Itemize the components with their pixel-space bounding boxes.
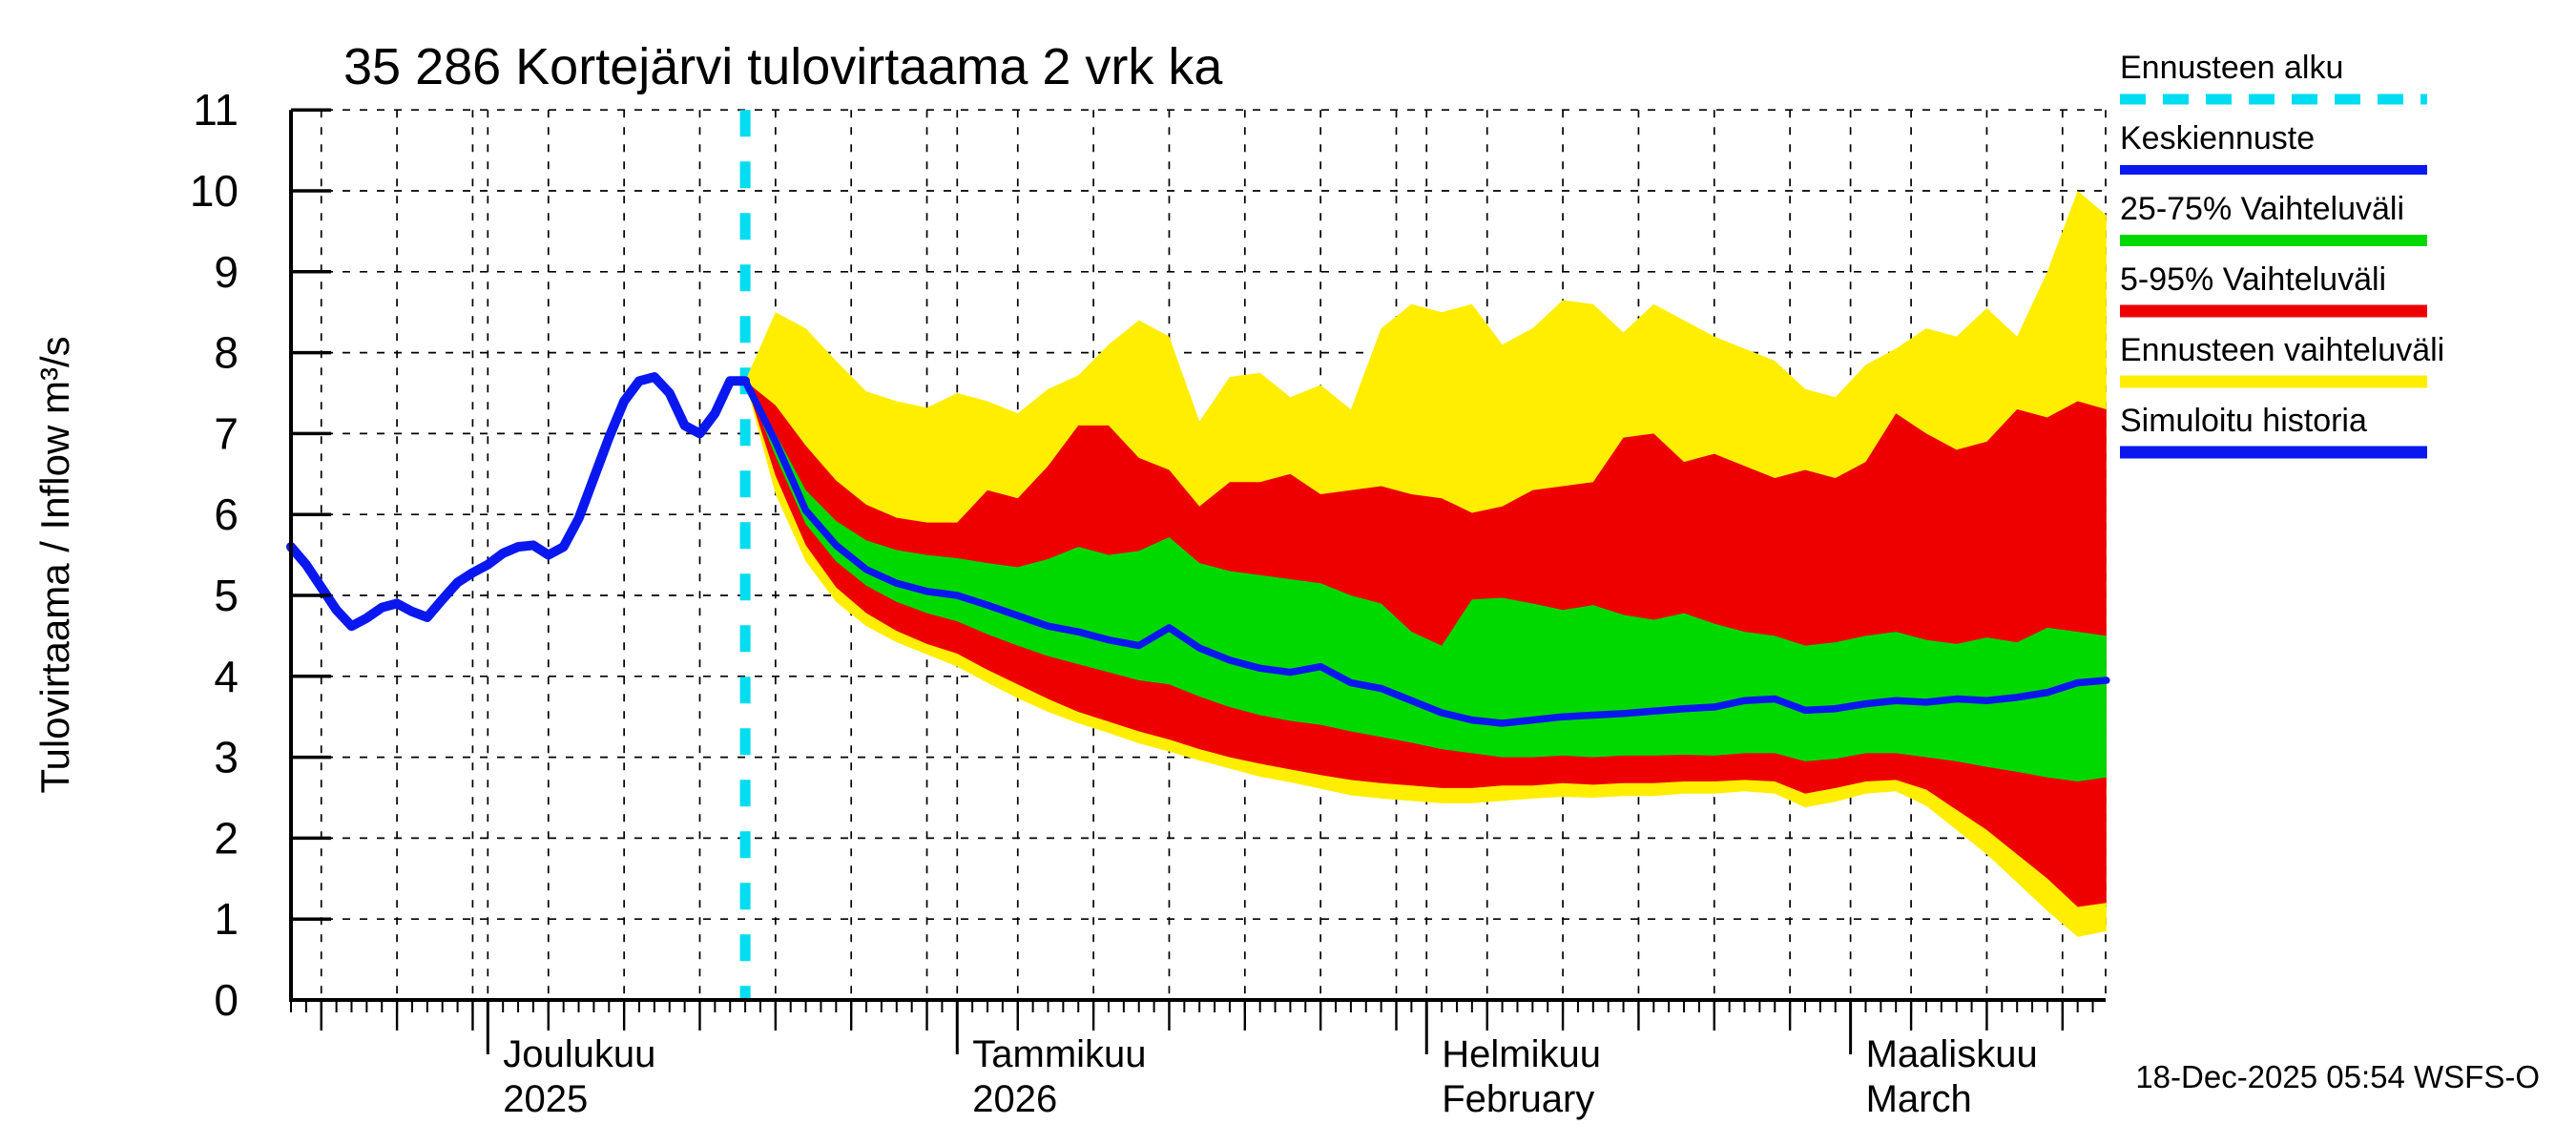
y-tick-label: 10	[190, 166, 239, 216]
y-tick-label: 11	[193, 85, 239, 135]
y-tick-label: 5	[214, 571, 239, 620]
axes	[289, 108, 2106, 1054]
y-tick-label: 6	[214, 489, 239, 539]
x-month-year-label: 2026	[972, 1078, 1057, 1120]
timestamp: 18-Dec-2025 05:54 WSFS-O	[2135, 1059, 2540, 1094]
x-month-year-label: 2025	[503, 1078, 588, 1120]
legend-label: 25-75% Vaihteluväli	[2120, 191, 2404, 227]
legend-label: 5-95% Vaihteluväli	[2120, 261, 2386, 298]
y-tick-label: 4	[214, 652, 239, 701]
band-25-75	[745, 381, 2107, 782]
legend: Ennusteen alku Keskiennuste 25-75% Vaihtel…	[2120, 50, 2444, 459]
x-month-label: Tammikuu	[972, 1033, 1146, 1075]
x-month-label: Helmikuu	[1442, 1033, 1601, 1075]
legend-label: Simuloitu historia	[2120, 403, 2367, 439]
legend-label: Ennusteen vaihteluväli	[2120, 332, 2444, 368]
y-tick-label: 8	[214, 328, 239, 378]
legend-label: Ennusteen alku	[2120, 50, 2343, 86]
x-month-year-label: February	[1442, 1078, 1594, 1120]
y-tick-label: 0	[214, 975, 239, 1025]
y-axis-label: Tulovirtaama / Inflow m³/s	[32, 336, 77, 793]
history-line	[286, 372, 751, 632]
y-tick-label: 2	[214, 813, 239, 863]
page-title: 35 286 Kortejärvi tulovirtaama 2 vrk ka	[343, 38, 1223, 95]
y-tick-label: 9	[214, 247, 239, 297]
x-month-label: Maaliskuu	[1866, 1033, 2038, 1075]
x-month-year-label: March	[1866, 1078, 1972, 1120]
y-tick-label: 7	[214, 408, 239, 458]
y-tick-label: 1	[214, 894, 239, 944]
y-tick-label: 3	[214, 733, 239, 782]
median-line	[741, 377, 2110, 727]
legend-label: Keskiennuste	[2120, 120, 2315, 156]
x-month-label: Joulukuu	[503, 1033, 655, 1075]
